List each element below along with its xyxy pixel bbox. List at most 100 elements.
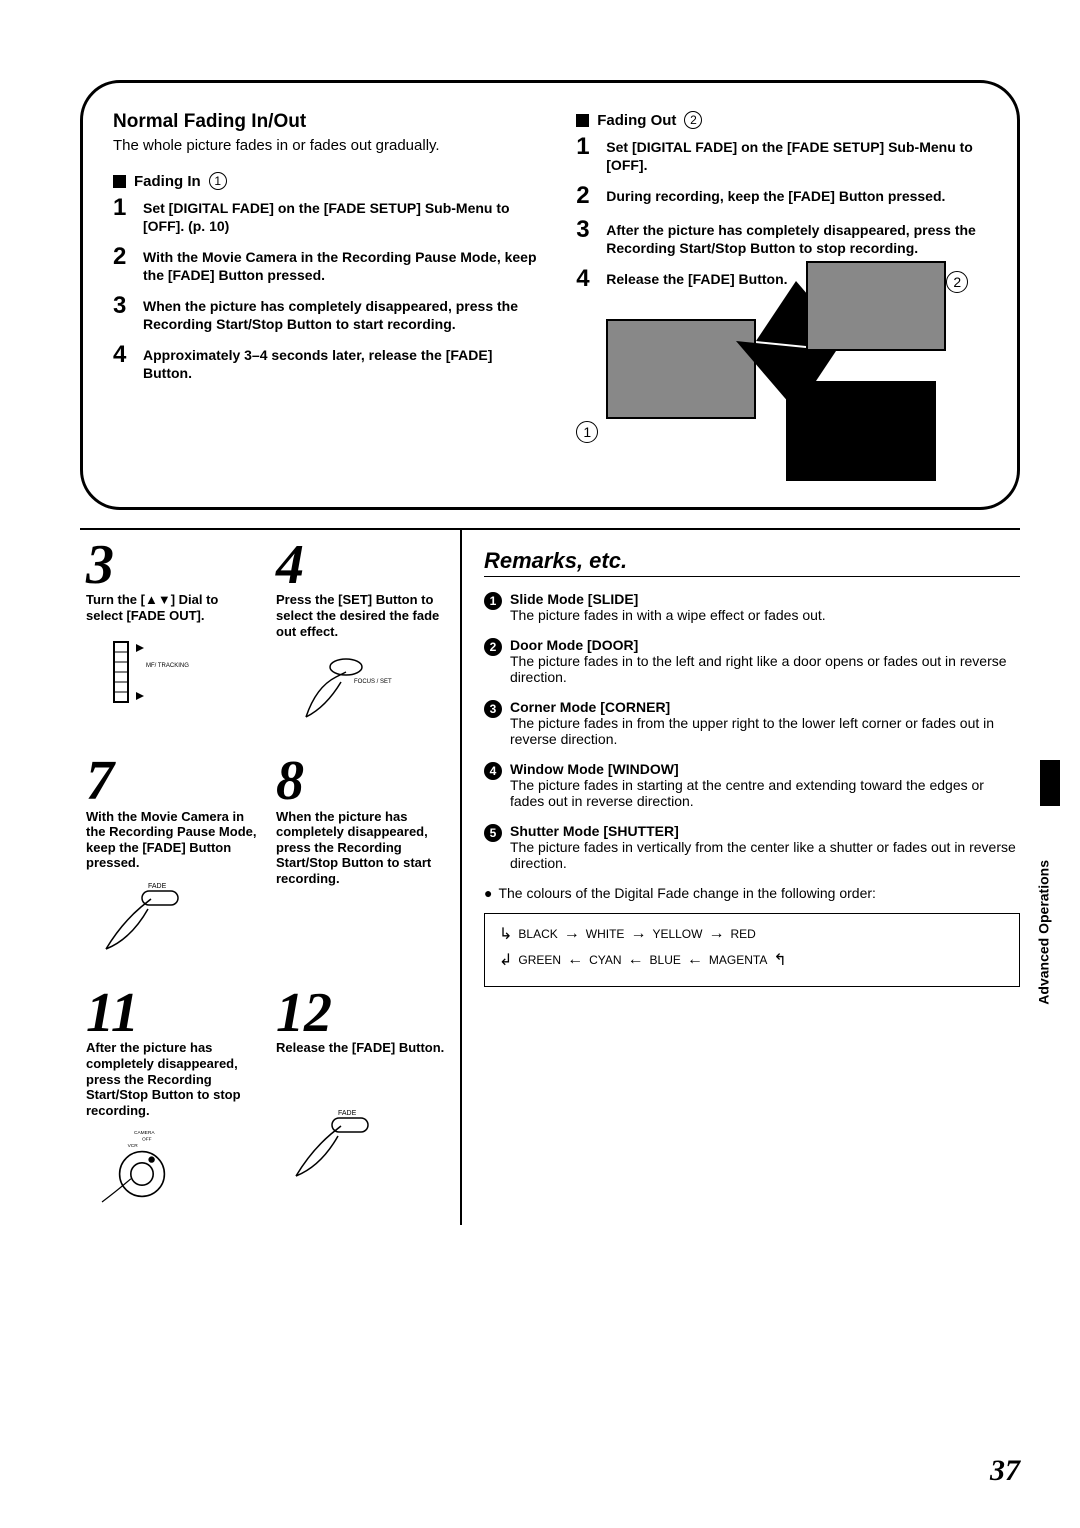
photo-grey — [606, 319, 756, 419]
mode-num-icon: 2 — [484, 638, 502, 656]
mode-title: Shutter Mode [SHUTTER] — [510, 823, 679, 839]
step-cell-7: 7 With the Movie Camera in the Recording… — [80, 746, 270, 978]
remarks-column: Remarks, etc. 1Slide Mode [SLIDE]The pic… — [460, 530, 1020, 1225]
section-subtitle: The whole picture fades in or fades out … — [113, 137, 544, 154]
mode-corner: 3 Corner Mode [CORNER]The picture fades i… — [484, 699, 1020, 747]
mode-door: 2 Door Mode [DOOR]The picture fades in to… — [484, 637, 1020, 685]
mode-title: Door Mode [DOOR] — [510, 637, 638, 653]
bottom-section: 3 Turn the [▲▼] Dial to select [FADE OUT… — [80, 530, 1020, 1225]
color-chain-bottom: ↲ GREEN CYAN BLUE MAGENTA ↰ — [499, 950, 1005, 970]
step-num: 4 — [113, 343, 135, 382]
color-note: ● The colours of the Digital Fade change … — [484, 885, 1020, 901]
mode-shutter: 5 Shutter Mode [SHUTTER]The picture fades… — [484, 823, 1020, 871]
step-num: 3 — [113, 294, 135, 333]
svg-text:MF/ TRACKING: MF/ TRACKING — [146, 663, 189, 669]
mode-desc: The picture fades in from the upper righ… — [510, 715, 994, 747]
remarks-underline — [484, 576, 1020, 577]
svg-text:FADE: FADE — [338, 1110, 357, 1117]
circled-1-icon: 1 — [209, 172, 227, 190]
circled-2-icon: 2 — [684, 111, 702, 129]
huge-step-num: 12 — [276, 988, 448, 1038]
step-text: Turn the [▲▼] Dial to select [FADE OUT]. — [86, 592, 258, 623]
section-title: Normal Fading In/Out — [113, 111, 544, 133]
camera-dial-icon: CAMERAOFFVCR — [86, 1126, 182, 1206]
step-text: When the picture has completely disappea… — [143, 294, 544, 333]
color-name: CYAN — [589, 953, 621, 967]
square-bullet-icon — [576, 114, 589, 127]
bullet-icon: ● — [484, 885, 492, 901]
step-text: After the picture has completely disappe… — [86, 1040, 258, 1118]
step-num: 1 — [113, 196, 135, 235]
color-name: WHITE — [586, 927, 625, 941]
fade-button-icon: FADE — [86, 879, 206, 959]
svg-text:FADE: FADE — [148, 883, 167, 890]
svg-text:VCR: VCR — [128, 1143, 139, 1149]
step-text: With the Movie Camera in the Recording P… — [143, 245, 544, 284]
fading-out-heading: Fading Out 2 — [576, 111, 987, 129]
color-name: BLACK — [518, 927, 557, 941]
svg-text:CAMERA: CAMERA — [134, 1130, 155, 1136]
color-chain-box: ↳ BLACK WHITE YELLOW RED ↲ GREEN CYAN BL… — [484, 913, 1020, 987]
step-num: 4 — [576, 267, 598, 291]
top-right-column: Fading Out 2 1Set [DIGITAL FADE] on the … — [576, 111, 987, 471]
dial-icon: MF/ TRACKING — [86, 632, 206, 712]
color-name: RED — [730, 927, 755, 941]
mode-window: 4Window Mode [WINDOW]The picture fades i… — [484, 761, 1020, 809]
huge-step-num: 11 — [86, 988, 258, 1038]
top-left-column: Normal Fading In/Out The whole picture f… — [113, 111, 544, 471]
huge-step-num: 3 — [86, 540, 258, 590]
color-note-text: The colours of the Digital Fade change i… — [498, 885, 875, 901]
mode-desc: The picture fades in starting at the cen… — [510, 777, 984, 809]
photo-grey-2 — [806, 261, 946, 351]
remarks-title: Remarks, etc. — [484, 548, 1020, 574]
side-tab-marker — [1040, 760, 1060, 806]
color-name: BLUE — [650, 953, 681, 967]
huge-step-num: 7 — [86, 756, 258, 806]
mode-title: Slide Mode [SLIDE] — [510, 591, 638, 607]
mode-title: Window Mode [WINDOW] — [510, 761, 679, 777]
top-rounded-box: Normal Fading In/Out The whole picture f… — [80, 80, 1020, 510]
color-name: MAGENTA — [709, 953, 767, 967]
step-num: 2 — [576, 184, 598, 208]
page-number: 37 — [990, 1454, 1020, 1488]
step-text: Set [DIGITAL FADE] on the [FADE SETUP] S… — [143, 196, 544, 235]
step-text: After the picture has completely disappe… — [606, 218, 987, 257]
color-chain-top: ↳ BLACK WHITE YELLOW RED — [499, 924, 1005, 944]
square-bullet-icon — [113, 175, 126, 188]
fading-in-steps: 1Set [DIGITAL FADE] on the [FADE SETUP] … — [113, 196, 544, 382]
mode-num-icon: 1 — [484, 592, 502, 610]
bottom-left-grid: 3 Turn the [▲▼] Dial to select [FADE OUT… — [80, 530, 460, 1225]
fade-illustration: 1 2 — [576, 301, 987, 471]
mode-slide: 1 Slide Mode [SLIDE]The picture fades in … — [484, 591, 1020, 623]
step-text: With the Movie Camera in the Recording P… — [86, 809, 258, 871]
step-text: Release the [FADE] Button. — [276, 1040, 448, 1056]
photo-black — [786, 381, 936, 481]
step-text: Approximately 3–4 seconds later, release… — [143, 343, 544, 382]
step-cell-4: 4 Press the [SET] Button to select the d… — [270, 530, 460, 746]
svg-text:FOCUS / SET: FOCUS / SET — [354, 679, 392, 685]
mode-desc: The picture fades in vertically from the… — [510, 839, 1016, 871]
fading-in-heading: Fading In 1 — [113, 172, 544, 190]
huge-step-num: 8 — [276, 756, 448, 806]
fade-button-icon: FADE — [276, 1106, 396, 1186]
mode-desc: The picture fades in with a wipe effect … — [510, 607, 826, 623]
step-text: Set [DIGITAL FADE] on the [FADE SETUP] S… — [606, 135, 987, 174]
color-name: GREEN — [518, 953, 561, 967]
svg-text:OFF: OFF — [142, 1137, 152, 1143]
step-num: 1 — [576, 135, 598, 174]
circled-label-1: 1 — [576, 421, 598, 443]
step-cell-8: 8 When the picture has completely disapp… — [270, 746, 460, 978]
hand-press-icon: FOCUS / SET — [276, 647, 396, 727]
step-text: When the picture has completely disappea… — [276, 809, 448, 887]
mode-num-icon: 3 — [484, 700, 502, 718]
mode-num-icon: 5 — [484, 824, 502, 842]
mode-title: Corner Mode [CORNER] — [510, 699, 670, 715]
mode-desc: The picture fades in to the left and rig… — [510, 653, 1007, 685]
step-cell-12: 12 Release the [FADE] Button. FADE — [270, 978, 460, 1225]
step-num: 2 — [113, 245, 135, 284]
step-text: During recording, keep the [FADE] Button… — [606, 184, 945, 208]
step-text: Press the [SET] Button to select the des… — [276, 592, 448, 639]
color-name: YELLOW — [652, 927, 702, 941]
fading-out-label: Fading Out — [597, 112, 676, 129]
step-cell-11: 11 After the picture has completely disa… — [80, 978, 270, 1225]
